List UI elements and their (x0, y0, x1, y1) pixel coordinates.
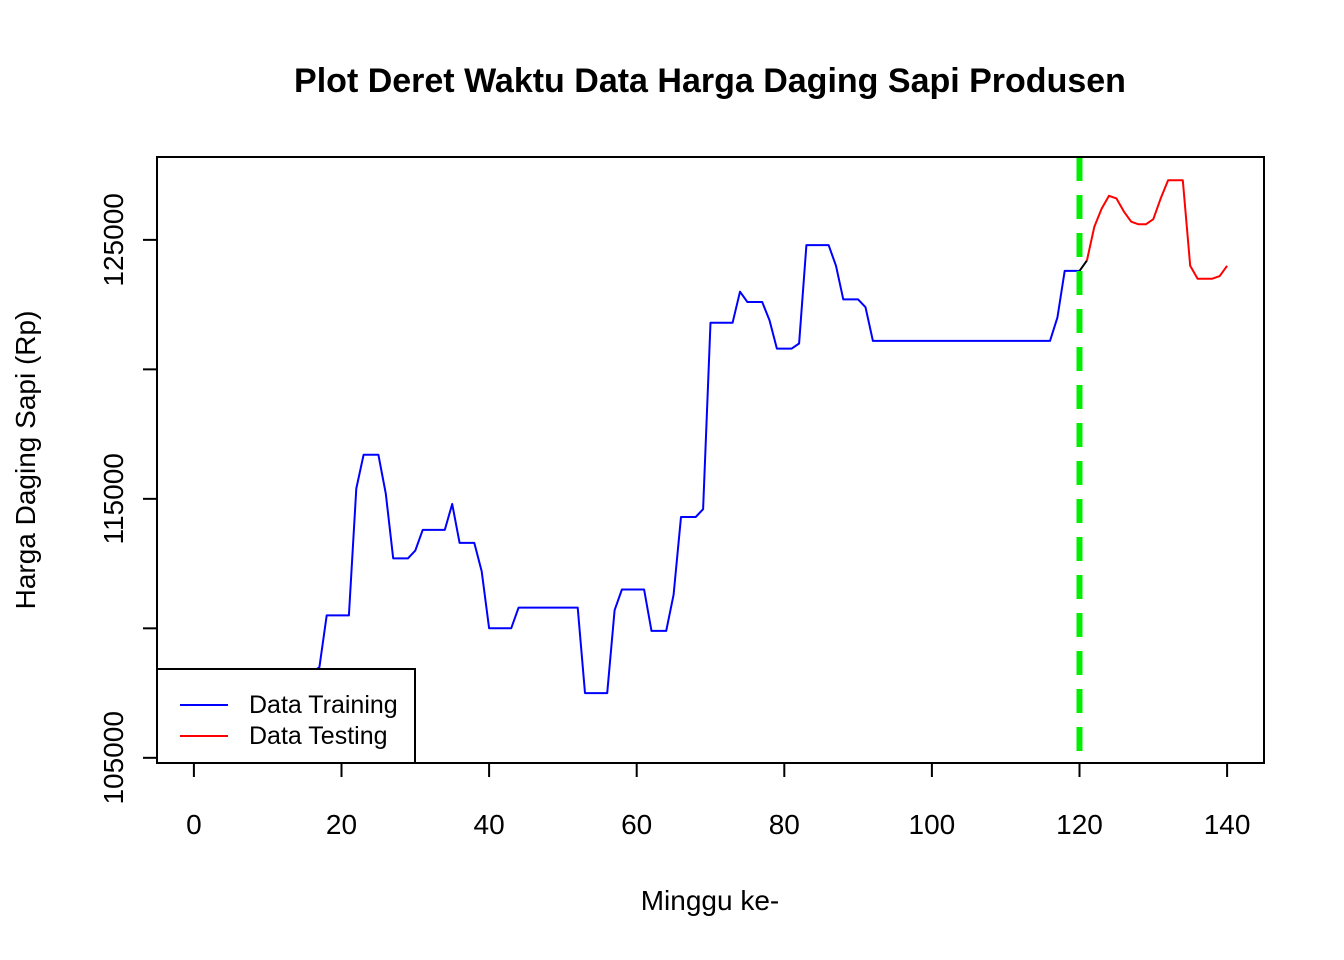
plot-frame (156, 156, 1265, 764)
y-tick-label: 115000 (98, 453, 129, 544)
legend-box (156, 668, 416, 764)
x-axis-label: Minggu ke- (641, 885, 780, 916)
series-line-training (201, 244, 1080, 759)
x-axis: 0 20 40 60 80 100 120 140 (186, 762, 1251, 840)
series-connector (1078, 260, 1088, 272)
legend-label-testing: Data Testing (249, 722, 388, 750)
series-line-testing (1085, 179, 1228, 280)
x-tick-label: 60 (621, 809, 652, 840)
x-tick-label: 80 (769, 809, 800, 840)
x-tick-label: 0 (186, 809, 202, 840)
x-tick-label: 40 (474, 809, 505, 840)
y-tick-label: 125000 (98, 193, 129, 286)
x-tick-label: 120 (1056, 809, 1103, 840)
x-tick-label: 20 (326, 809, 357, 840)
chart-title: Plot Deret Waktu Data Harga Daging Sapi … (294, 62, 1126, 100)
legend-label-training: Data Training (249, 691, 398, 719)
y-tick-label: 105000 (98, 711, 129, 804)
x-tick-label: 140 (1204, 809, 1251, 840)
x-tick-label: 100 (909, 809, 956, 840)
series-layer (201, 179, 1228, 759)
legend: Data Training Data Testing (156, 668, 416, 764)
y-axis-label: Harga Daging Sapi (Rp) (10, 311, 41, 610)
